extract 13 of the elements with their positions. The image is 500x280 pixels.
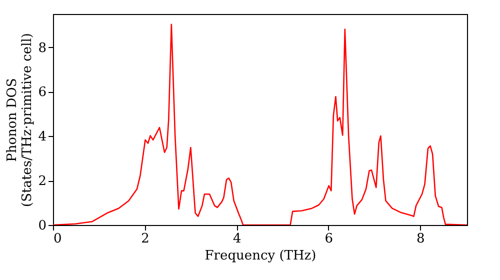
x-tick-label: 2: [141, 232, 150, 246]
x-tick-label: 8: [416, 232, 425, 246]
line-series: [53, 24, 467, 225]
y-tick-label: 4: [38, 130, 46, 145]
y-tick-label: 2: [38, 174, 46, 190]
y-axis-title: Phonon DOS (States/THz·primitive cell): [5, 32, 36, 208]
y-tick-label: 8: [38, 40, 46, 56]
x-tick-label: 6: [324, 232, 334, 246]
y-tick-label: 0: [38, 218, 46, 234]
x-tick-label: 4: [232, 232, 242, 246]
y-tick-label: 6: [38, 85, 46, 100]
x-tick-label: 0: [54, 232, 62, 246]
x-axis-title: Frequency (THz): [204, 248, 316, 264]
